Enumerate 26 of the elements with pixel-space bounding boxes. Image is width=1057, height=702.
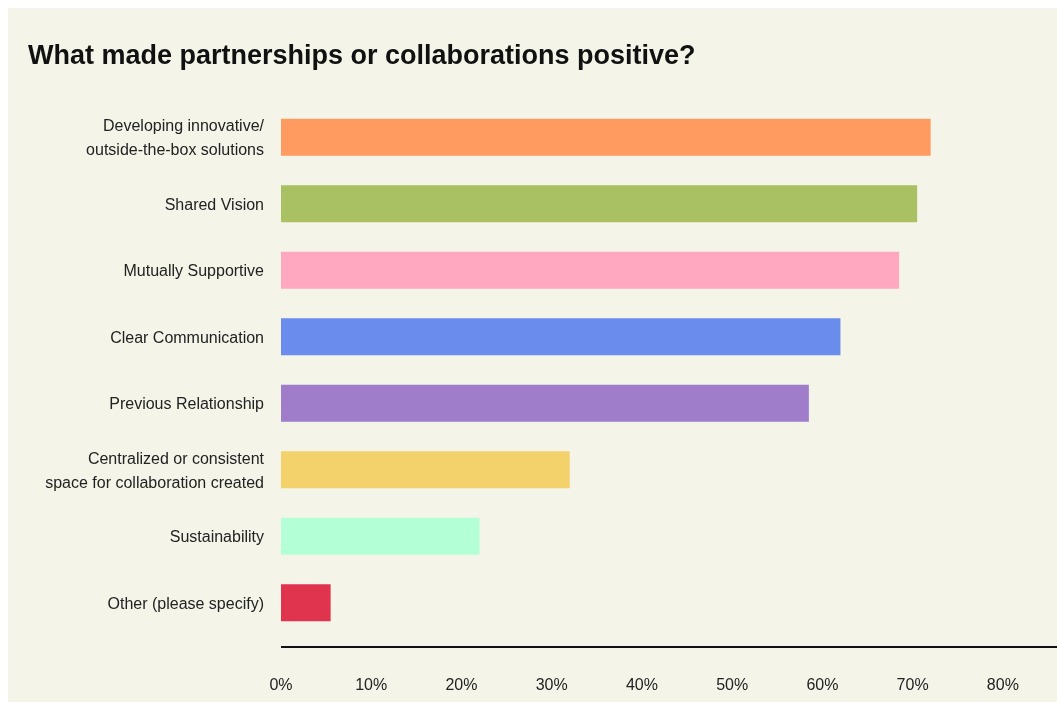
y-tick-label: Other (please specify) bbox=[107, 594, 264, 612]
bar bbox=[281, 517, 480, 555]
x-tick-label: 30% bbox=[535, 676, 568, 694]
x-tick-label: 50% bbox=[716, 676, 749, 694]
x-tick-label: 10% bbox=[355, 676, 388, 694]
bar bbox=[281, 384, 809, 422]
x-tick-label: 20% bbox=[445, 676, 478, 694]
y-tick-label: Previous Relationship bbox=[109, 394, 265, 412]
bar bbox=[281, 185, 918, 223]
y-tick-label: Centralized or consistent space for collaboration created bbox=[45, 449, 265, 491]
x-tick-label: 0% bbox=[269, 676, 293, 694]
x-tick-label: 70% bbox=[896, 676, 929, 694]
y-tick-label: Sustainability bbox=[169, 527, 264, 545]
y-tick-label: Shared Vision bbox=[164, 195, 264, 213]
bar bbox=[281, 118, 931, 156]
bar bbox=[281, 584, 331, 622]
x-tick-label: 40% bbox=[625, 676, 658, 694]
x-tick-label: 60% bbox=[806, 676, 839, 694]
bar bbox=[281, 451, 570, 489]
bar bbox=[281, 318, 841, 356]
bar bbox=[281, 251, 900, 289]
y-tick-label: Clear Communication bbox=[110, 328, 264, 346]
x-tick-label: 80% bbox=[986, 676, 1019, 694]
chart-title: What made partnerships or collaborations positive? bbox=[28, 40, 696, 71]
y-tick-label: Developing innovative/ outside-the-box solutions bbox=[86, 116, 265, 158]
y-tick-label: Mutually Supportive bbox=[123, 261, 265, 279]
